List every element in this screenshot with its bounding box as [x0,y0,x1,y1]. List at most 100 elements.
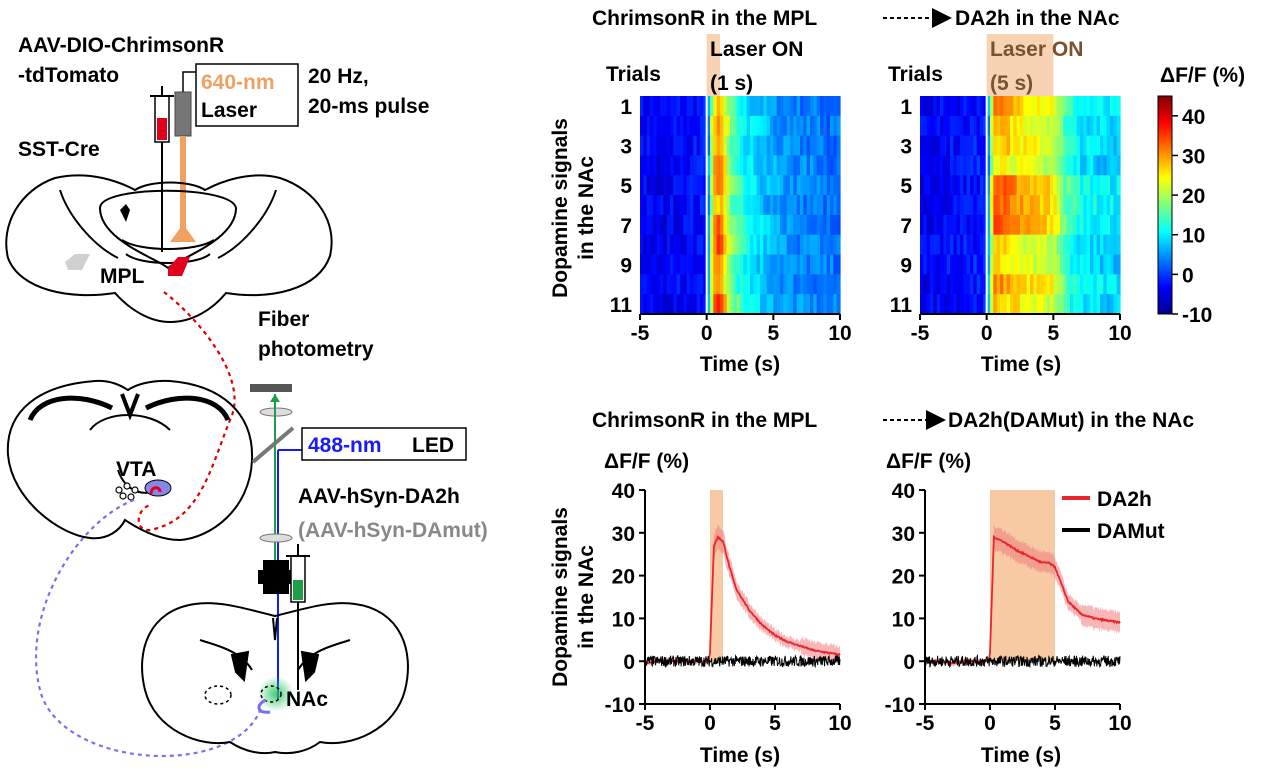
heatmap-cell [803,234,808,256]
heatmap-cell [730,254,734,275]
heatmap-cell [1093,274,1098,295]
heatmap-cell [1076,175,1081,196]
heatmap-cell [963,115,968,137]
heatmap-cell [810,96,814,117]
heatmap-cell [640,195,644,216]
heatmap-cell [1090,274,1094,295]
heatmap-cell [733,234,738,256]
heatmap-cell [983,274,988,295]
heatmap-cell [980,115,984,137]
heatmap-cell [823,175,828,196]
heatmap-cell [1116,135,1121,157]
heatmap-cell [1073,115,1078,137]
heatmap-cell [740,274,744,295]
heatmap-cell [1000,294,1004,315]
heatmap-cell [953,195,958,216]
heatmap-cell [976,234,981,256]
heatmap-cell [706,115,711,137]
heatmap-cell [646,96,651,117]
x-tick-label: -5 [631,322,650,345]
heatmap-cell [1070,254,1074,275]
heatmap-cell [936,234,941,256]
heatmap-cell [826,155,831,176]
heatmap-cell [956,195,961,216]
heatmap-cell [753,115,758,137]
heatmap-cell [966,214,971,236]
heatmap-cell [980,234,984,256]
heatmap-cell [1093,234,1098,256]
heatmap-cell [930,135,934,157]
heatmap-cell [973,135,978,157]
heatmap-cell [673,254,678,275]
heatmap-cell [920,96,924,117]
trace-panel: ChrimsonR in the MPL DA2h(DAMut) in the … [549,409,1194,767]
heatmap-cell [750,135,754,157]
heatmap-cell [963,214,968,236]
heatmap-cell [1023,155,1028,176]
heatmap-cell [956,294,961,315]
heatmap-cell [1036,175,1041,196]
heatmap-cell [1070,234,1074,256]
heatmap-cell [1076,274,1081,295]
bottom-header-left: ChrimsonR in the MPL [592,409,817,432]
heatmap-cell [756,234,761,256]
heatmap-cell [996,294,1001,315]
heatmap-cell [780,135,784,157]
heatmap-cell [1073,175,1078,196]
heatmap-cell [660,274,664,295]
heatmap-cell [690,274,694,295]
heatmap-cell [820,115,824,137]
heatmap-cell [1000,96,1004,117]
heatmap-cell [926,294,931,315]
heatmap-cell [756,195,761,216]
heatmap-cell [700,195,704,216]
heatmap-cell [1063,274,1068,295]
heatmap-cell [640,214,644,236]
heatmap-cell [663,294,668,315]
heatmap-cell [956,214,961,236]
heatmap-cell [1060,96,1064,117]
heatmap-cell [740,214,744,236]
heatmap-cell [746,195,751,216]
heatmap-cell [806,214,811,236]
heatmap-cell [673,195,678,216]
heatmap-cell [976,175,981,196]
heatmap-cell [1013,234,1018,256]
heatmap-cell [663,155,668,176]
heatmap-cell [1026,115,1031,137]
heatmap-cell [1066,214,1071,236]
heatmap-cell [813,254,818,275]
heatmap-cell [986,175,991,196]
heatmap-cell [976,96,981,117]
legend-label: DA2h [1097,488,1152,511]
top-xlabel-1: Time (s) [700,353,780,376]
heatmap-cell [1076,254,1081,275]
heatmap-cell [946,135,951,157]
heatmap-cell [823,274,828,295]
heatmap-cell [800,135,804,157]
heatmap-cell [970,274,974,295]
heatmap-cell [1033,214,1038,236]
heatmap-cell [1043,175,1048,196]
heatmap-cell [1040,294,1044,315]
heatmap-cell [940,234,944,256]
heatmap-cell [1010,96,1014,117]
heatmap-cell [650,96,654,117]
heatmap-cell [720,175,724,196]
heatmap-cell [663,96,668,117]
heatmap-cell [1093,214,1098,236]
heatmap-cell [950,195,954,216]
heatmap-cell [746,254,751,275]
heatmap-cell [950,155,954,176]
heatmap-cell [953,135,958,157]
heatmap-cell [1033,155,1038,176]
heatmap-cell [1113,234,1118,256]
heatmap-cell [943,214,948,236]
heatmap-cell [1016,195,1021,216]
heatmap-cell [960,254,964,275]
heatmap-cell [933,195,938,216]
laser-dur-label-1: (1 s) [710,72,753,95]
heatmap-cell [1103,195,1108,216]
heatmap-cell [733,135,738,157]
heatmap-cell [793,294,798,315]
